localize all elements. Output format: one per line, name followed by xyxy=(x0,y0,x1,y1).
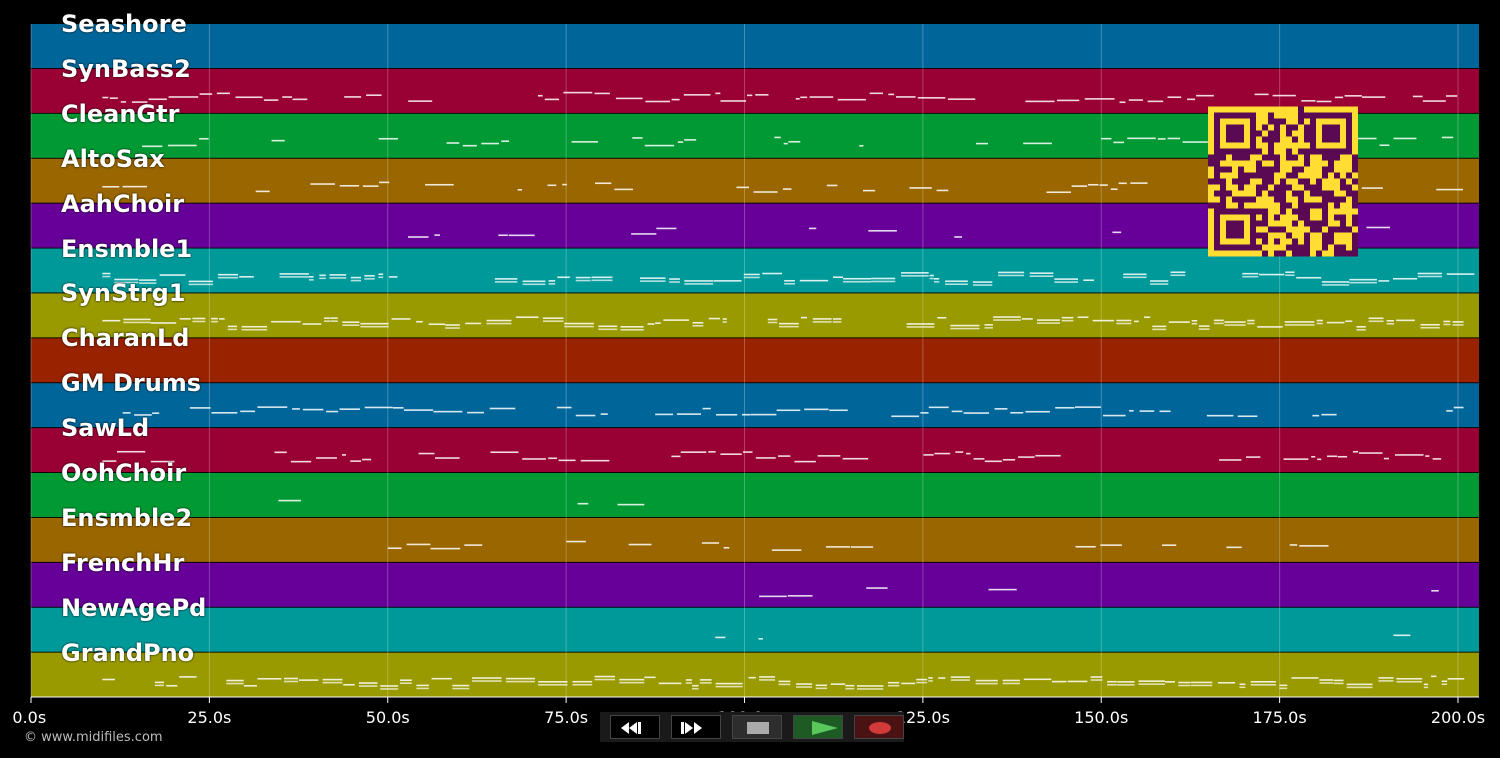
play-icon xyxy=(812,721,838,735)
track-lane xyxy=(31,607,1479,652)
rewind-button[interactable] xyxy=(610,715,660,739)
track-label: SawLd xyxy=(61,414,150,443)
track-lane xyxy=(31,473,1479,517)
tick-label: 150.0s xyxy=(1074,708,1129,727)
track-label: AltoSax xyxy=(61,144,165,173)
track-lane xyxy=(31,24,1479,68)
copyright-text: © www.midifiles.com xyxy=(24,730,163,745)
play-button[interactable] xyxy=(793,715,843,739)
track-label: CleanGtr xyxy=(61,99,180,128)
track-lane xyxy=(31,562,1479,607)
fast-forward-button[interactable] xyxy=(671,715,721,739)
fast-forward-icon xyxy=(681,722,702,734)
rewind-icon xyxy=(621,722,641,734)
track-lane xyxy=(31,383,1479,428)
tick-label: 175.0s xyxy=(1252,708,1307,727)
track-label: Ensmble2 xyxy=(61,503,193,532)
tick-label: 125.0s xyxy=(895,708,950,727)
track-label: CharanLd xyxy=(61,324,190,353)
tick-label: 75.0s xyxy=(544,708,589,727)
track-lane xyxy=(31,68,1479,113)
qr-code xyxy=(1208,106,1358,257)
track-label: FrenchHr xyxy=(61,548,185,577)
tick-label: 0.0s xyxy=(12,708,47,727)
track-lane xyxy=(31,428,1479,473)
track-lane xyxy=(31,652,1479,697)
track-label: OohChoir xyxy=(61,459,187,487)
track-label: NewAgePd xyxy=(61,593,207,622)
track-label: SynBass2 xyxy=(61,54,191,83)
track-label: GrandPno xyxy=(61,638,195,667)
tick-label: 50.0s xyxy=(365,708,410,727)
record-icon xyxy=(869,722,891,734)
track-label: SynStrg1 xyxy=(61,279,186,308)
stop-icon xyxy=(747,722,769,734)
track-lane xyxy=(31,338,1479,383)
transport-controls xyxy=(600,712,904,742)
track-lane xyxy=(31,517,1479,562)
track-label: Ensmble1 xyxy=(61,234,193,263)
tick-label: 25.0s xyxy=(187,708,232,727)
record-button[interactable] xyxy=(854,715,904,739)
track-label: AahChoir xyxy=(61,189,185,218)
track-label: Seashore xyxy=(61,10,187,38)
stop-button[interactable] xyxy=(732,715,782,739)
tick-label: 200.0s xyxy=(1430,708,1486,727)
note-events xyxy=(102,91,1475,690)
track-lane xyxy=(31,293,1479,338)
track-label: GM Drums xyxy=(61,369,202,398)
